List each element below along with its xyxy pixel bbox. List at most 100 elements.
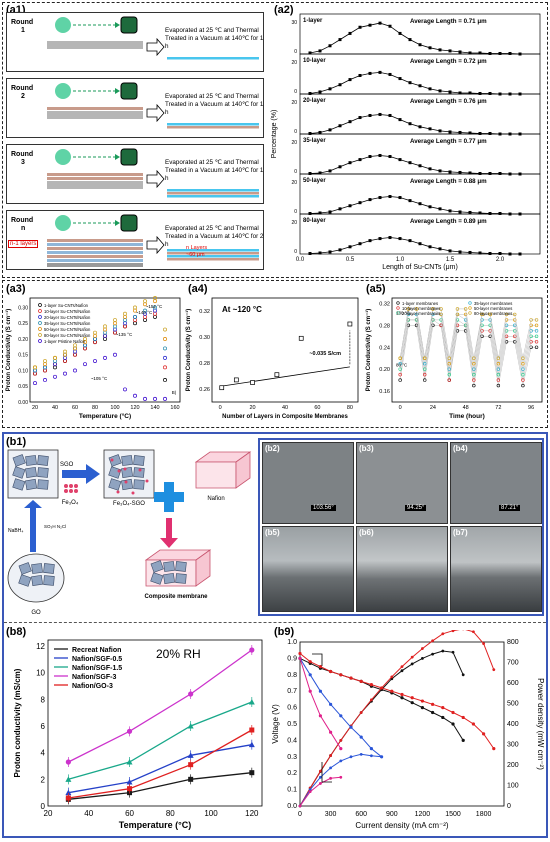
a3-data-point [63,352,67,357]
a2-data-point [328,128,332,132]
arrow-up-sgo [24,500,42,552]
a1-step-round: Round [11,151,34,158]
dispersion-drop [55,83,71,99]
a1-step-graphic [47,16,259,60]
a4-ytick: 0.30 [199,335,210,341]
b9-power-point [431,652,434,656]
b9-power-point [421,647,424,650]
substrate [47,41,143,49]
a5-data-point [534,340,539,344]
dried-film-icon [120,214,138,232]
a2-data-point [378,21,382,25]
a3-legend-marker [38,321,42,325]
dispersion-drop [55,17,71,33]
a4-xtick: 60 [314,405,320,411]
b8-data-point [249,770,255,776]
a5-data-point [534,345,539,349]
a4-data-point [233,377,239,383]
a3-data-point [133,305,137,310]
a3-data-point [33,365,37,370]
a5-data-point [414,312,419,317]
a2-ytick: 0 [294,49,297,55]
a2-data-point [408,199,412,203]
a2-data-point [318,130,322,134]
a2-row-frame [299,213,541,255]
b9-data-point [390,689,394,693]
a2-data-point [408,122,412,126]
a3-data-point [43,377,47,382]
b9-data-point [420,706,424,710]
graphene-sheet [121,478,134,491]
a2-data-point [368,198,372,202]
a5-data-point [472,356,476,360]
b9-ytick-right: 100 [507,783,519,790]
b9-data-point [329,669,333,674]
b9-power-point [339,759,343,763]
a3-data-point [43,368,47,373]
panel-a-middle-frame [2,280,548,428]
b9-voltage-line [299,658,342,749]
graphene-sheet [121,455,133,466]
a2-data-point [418,202,422,206]
plus-horizontal [154,492,184,502]
a1-step-1: Round 1 Evaporated at 25 ℃ and Thermal Tre… [6,12,264,72]
b8-ytick: 2 [41,775,46,784]
graphene-sheet [43,575,55,586]
a2-data-point [398,118,402,122]
a2-ytick: 20 [291,60,297,66]
a2-ytick: 0 [294,169,297,175]
b9-power-point [400,665,404,668]
a2-row-label: 35-layer [303,138,326,144]
fe3o4-particle [145,479,149,483]
a3-data-point [123,314,127,319]
a5-data-point [496,372,501,377]
b8-xtick: 100 [204,809,218,818]
sem-b4: (b4) 87.21° [450,442,542,524]
a1-step-2: Round 2 Evaporated at 25 ℃ and Thermal Tre… [6,78,264,138]
a2-ytick: 20 [291,220,297,226]
a3-data-point [153,314,157,319]
b8-rh-label: 20% RH [156,647,201,661]
b8-data-point [65,759,71,765]
b9-data-point [441,715,445,720]
panel-label-b8: (b8) [6,626,27,638]
b8-data-point [188,691,194,697]
a3-data-point [83,362,87,367]
a2-data-point [348,78,352,82]
a5-data-point [496,378,501,382]
a2-data-point [338,207,342,211]
a3-data-point [103,327,107,332]
a2-data-point [318,211,322,215]
a5-ytick: 0.32 [379,301,390,307]
a3-legend-marker [38,327,42,331]
a2-data-point [358,73,362,77]
a2-ytick: 20 [291,100,297,106]
a3-annotation: ~105 °C [91,376,108,381]
a2-data-point [478,91,482,95]
a2-data-point [478,251,482,255]
a2-data-point [358,201,362,205]
a5-data-point [423,378,427,382]
panel-label-a2: (a2) [274,4,294,16]
substrate [47,181,143,189]
a3-data-point [153,305,157,310]
b8-legend-entry: Nafion/SGF-1.5 [72,665,122,672]
a2-data-point [328,210,332,214]
a5-data-point [521,383,525,388]
a4-title: At ~120 °C [222,305,262,314]
a2-data-point [488,251,492,255]
result-layer [167,258,259,261]
a5-data-point [406,307,411,311]
fe3o4-particle [131,491,135,495]
a3-data-point [163,396,167,401]
b9-ytick-left: 1.0 [287,639,297,646]
b9-power-point [410,655,414,659]
b8-xtick: 60 [125,809,134,818]
a5-data-point [480,334,484,339]
a2-ytick: 0 [294,249,297,255]
b9-ytick-left: 0.4 [287,737,297,744]
a5-data-point [521,372,525,377]
a5-data-point [504,329,509,333]
a3-annotation: ~152 °C [146,304,163,309]
a3-data-point [113,327,117,332]
